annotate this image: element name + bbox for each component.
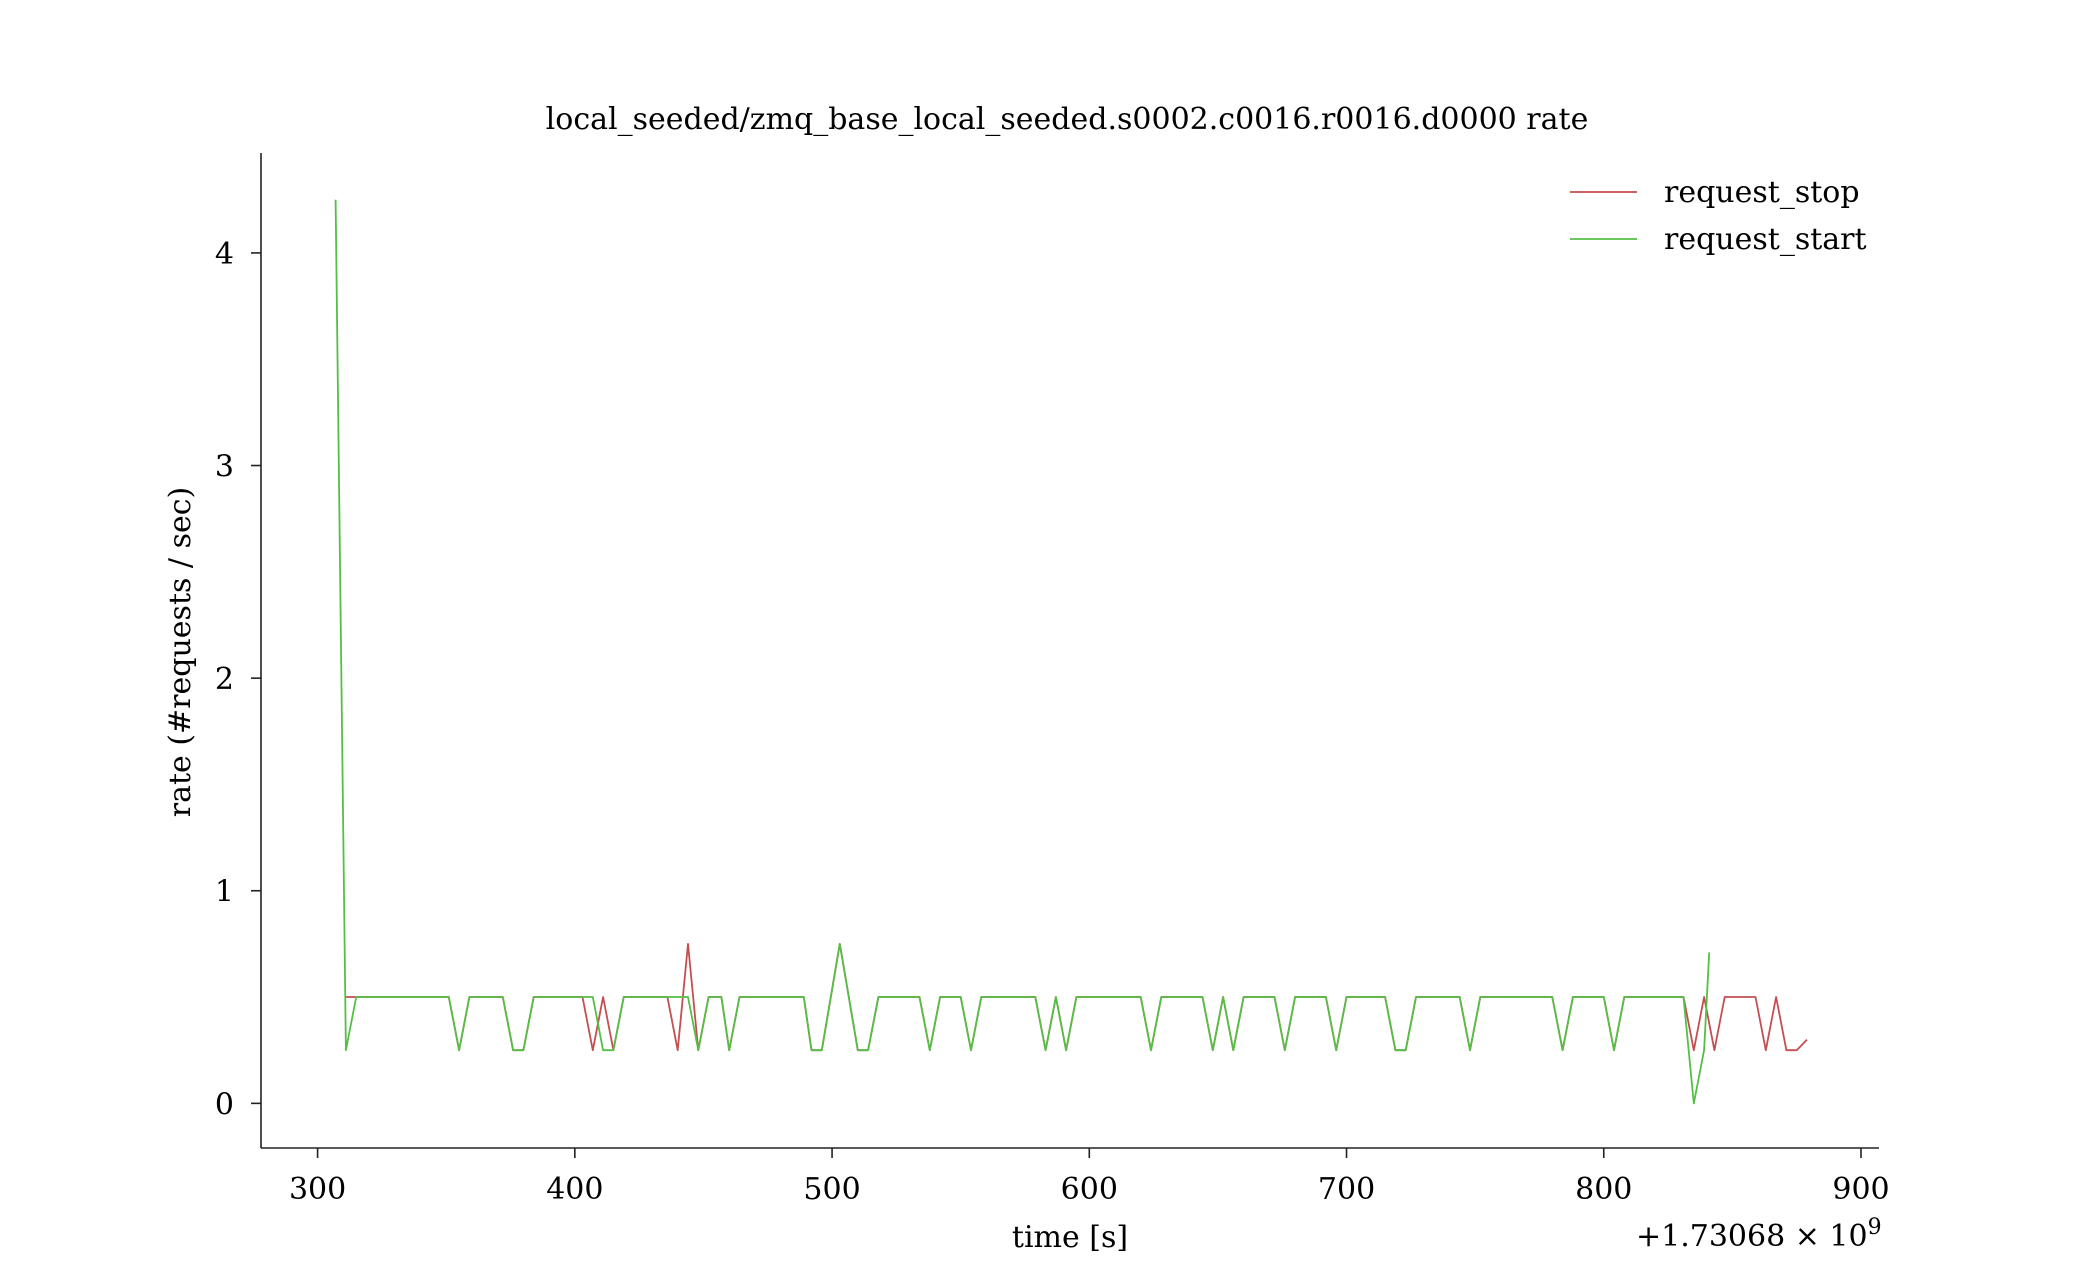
y-tick-label: 3 bbox=[215, 450, 234, 485]
series-layer bbox=[334, 199, 1808, 1105]
y-tick-label: 4 bbox=[215, 237, 234, 272]
chart-title: local_seeded/zmq_base_local_seeded.s0002… bbox=[546, 102, 1589, 137]
x-tick-label: 400 bbox=[546, 1172, 603, 1207]
x-tick-label: 700 bbox=[1318, 1172, 1375, 1207]
y-tick-label: 1 bbox=[215, 875, 234, 910]
legend: request_stop request_start bbox=[1570, 175, 1867, 257]
x-offset-exponent: 9 bbox=[1868, 1215, 1882, 1240]
x-offset-base: +1.73068 × 10 bbox=[1636, 1219, 1868, 1254]
y-axis-label: rate (#requests / sec) bbox=[163, 487, 198, 817]
legend-label-request-stop: request_stop bbox=[1664, 175, 1860, 210]
x-tick-label: 600 bbox=[1061, 1172, 1118, 1207]
x-offset-label: +1.73068 × 109 bbox=[1636, 1215, 1882, 1254]
x-tick-label: 900 bbox=[1832, 1172, 1889, 1207]
y-tick-label: 0 bbox=[215, 1087, 234, 1122]
x-tick-label: 800 bbox=[1575, 1172, 1632, 1207]
x-tick-label: 300 bbox=[289, 1172, 346, 1207]
series-line-request-start bbox=[334, 199, 1711, 1105]
legend-label-request-start: request_start bbox=[1664, 222, 1867, 257]
y-tick-label: 2 bbox=[215, 662, 234, 697]
x-ticks: 300 400 500 600 700 800 900 bbox=[289, 1148, 1890, 1207]
plot-area: 300 400 500 600 700 800 900 0 1 2 3 4 bbox=[215, 153, 1890, 1207]
x-tick-label: 500 bbox=[803, 1172, 860, 1207]
y-ticks: 0 1 2 3 4 bbox=[215, 237, 261, 1122]
x-axis-label: time [s] bbox=[1012, 1220, 1128, 1255]
